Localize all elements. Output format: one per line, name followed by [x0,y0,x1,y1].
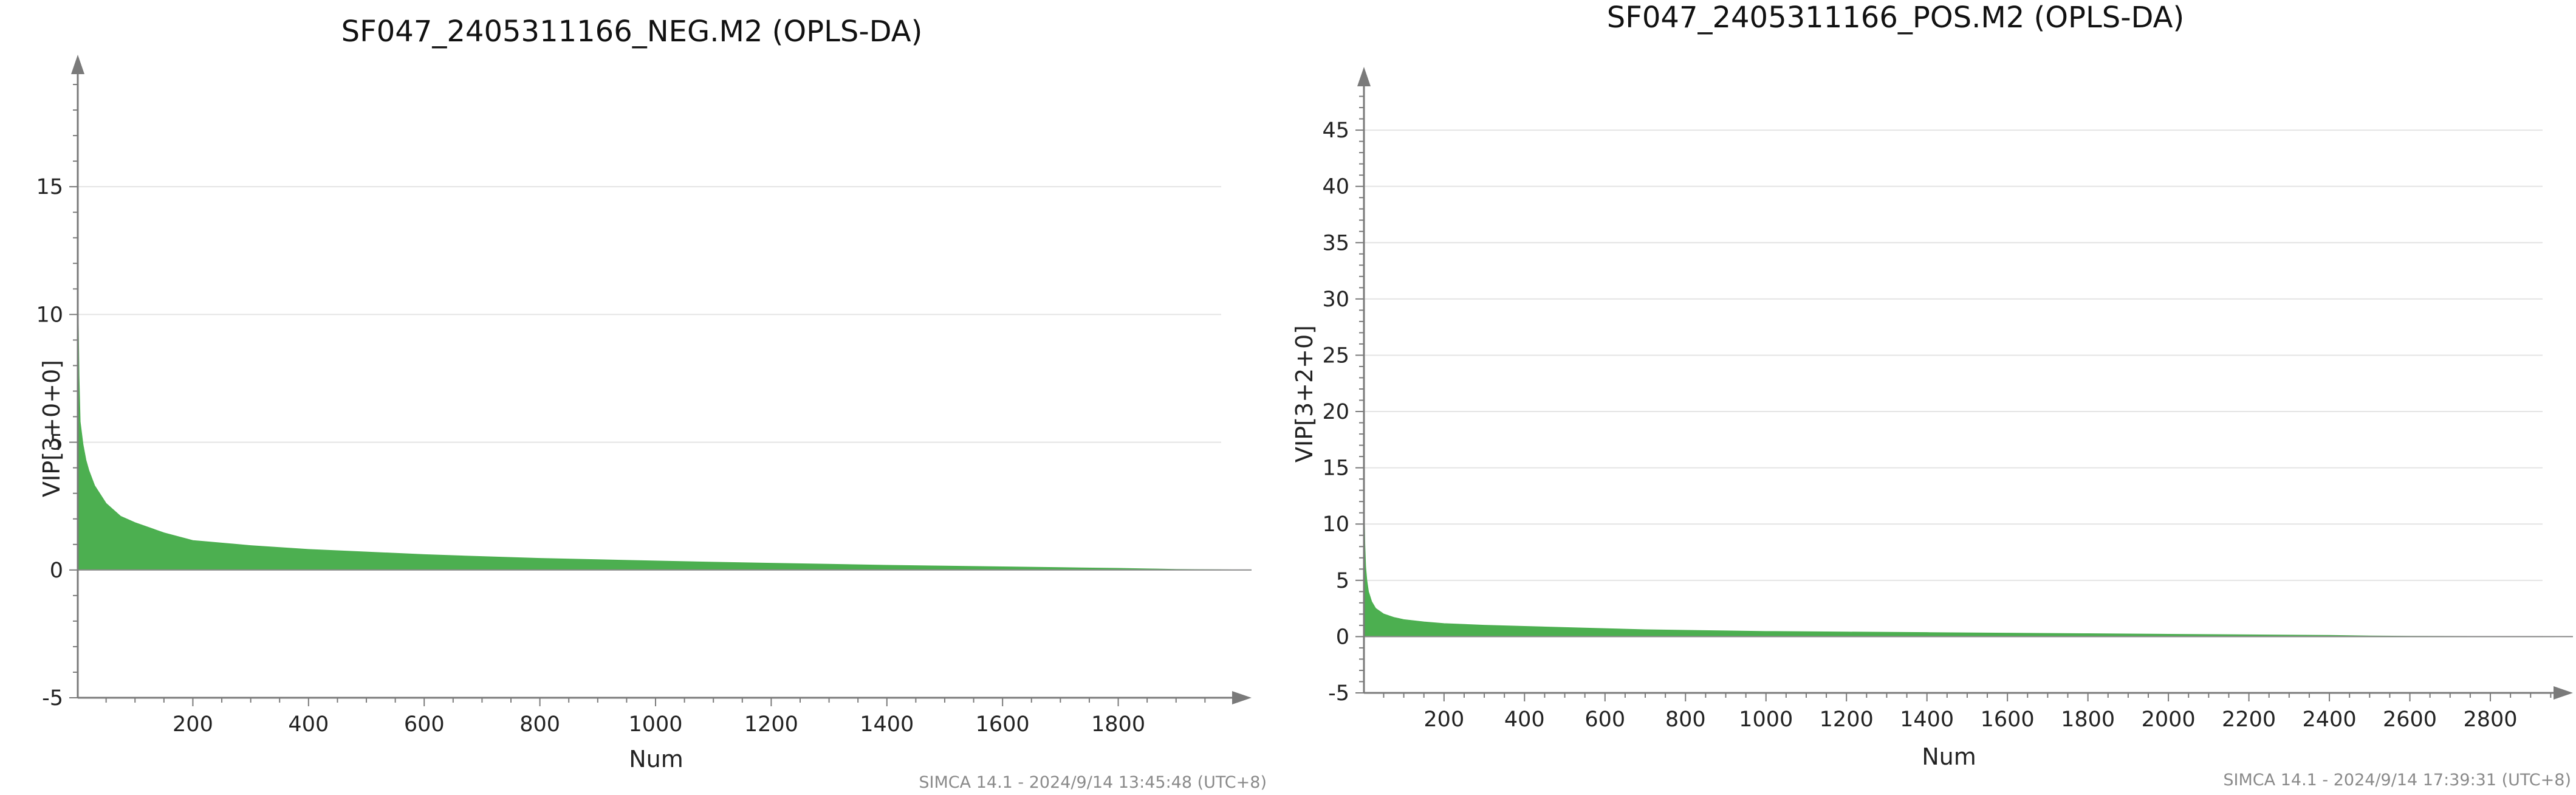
x-tick-label: 2400 [2303,707,2357,732]
x-tick-label: 2600 [2383,707,2437,732]
y-tick-labels: -5 0 5 10 15 20 25 30 35 40 45 [1322,119,1349,706]
vip-area [77,289,1234,571]
y-tick-label: 5 [1336,569,1349,593]
y-tick-label: -5 [1328,681,1349,706]
gridlines [1364,129,2543,638]
gridlines [78,186,1221,571]
vip-chart-neg: SF047_2405311166_NEG.M2 (OPLS-DA) -5 0 5 10… [36,15,1267,792]
y-tick-label: -5 [42,686,63,711]
y-tick-label: 10 [1322,512,1349,537]
x-tick-labels: 200 400 600 800 1000 1200 1400 1600 1800 [173,712,1145,737]
axes [1355,67,2573,701]
x-tick-label: 1600 [976,712,1030,737]
x-tick-label: 1000 [1739,707,1793,732]
x-tick-labels: 200 400 600 800 1000 1200 1400 1600 1800 2000 2200… [1423,707,2517,732]
x-tick-label: 200 [173,712,213,737]
y-tick-label: 30 [1322,287,1349,312]
y-tick-label: 15 [1322,456,1349,481]
chart-title: SF047_2405311166_POS.M2 (OPLS-DA) [1607,1,2184,35]
y-tick-label: 5 [50,431,63,455]
vip-area [1363,495,2555,638]
y-tick-label: 20 [1322,400,1349,424]
x-tick-label: 2000 [2142,707,2196,732]
y-tick-label: 15 [36,175,63,199]
axes [69,55,1252,706]
x-axis-label: Num [1922,743,1976,770]
x-axis-label: Num [629,746,683,773]
vip-chart-pos-svg: SF047_2405311166_POS.M2 (OPLS-DA) -5 0 5 10… [1291,1,2573,790]
x-axis-arrow [1232,691,1252,704]
x-tick-label: 1000 [628,712,682,737]
x-tick-label: 200 [1423,707,1464,732]
y-tick-label: 40 [1322,175,1349,199]
x-tick-label: 600 [1584,707,1625,732]
x-tick-label: 1800 [1091,712,1145,737]
vip-area-series [77,289,1234,571]
x-tick-label: 2800 [2463,707,2517,732]
y-axis-label: VIP[3+2+0] [1291,325,1318,463]
vip-area-series [1363,495,2555,638]
y-tick-label: 35 [1322,231,1349,255]
x-tick-label: 400 [288,712,329,737]
y-tick-label: 0 [1336,625,1349,649]
y-axis-arrow [1357,67,1371,86]
y-tick-label: 25 [1322,343,1349,368]
x-tick-label: 600 [404,712,445,737]
y-axis-arrow [71,55,84,74]
y-tick-label: 10 [36,303,63,327]
chart-title: SF047_2405311166_NEG.M2 (OPLS-DA) [341,15,923,49]
y-tick-labels: -5 0 5 10 15 [36,175,63,711]
x-axis-arrow [2554,686,2573,700]
x-tick-label: 1600 [1981,707,2035,732]
y-tick-label: 0 [50,559,63,583]
y-axis-label: VIP[3+0+0] [38,360,65,497]
x-tick-label: 800 [1665,707,1706,732]
y-tick-label: 45 [1322,119,1349,143]
x-tick-label: 1800 [2061,707,2115,732]
x-tick-label: 1200 [1820,707,1874,732]
x-tick-label: 2200 [2222,707,2276,732]
x-tick-label: 800 [519,712,560,737]
x-tick-label: 1400 [1900,707,1954,732]
vip-chart-neg-svg: SF047_2405311166_NEG.M2 (OPLS-DA) -5 0 5 10… [36,15,1267,792]
x-tick-label: 400 [1504,707,1545,732]
x-tick-label: 1400 [860,712,914,737]
x-tick-label: 1200 [744,712,798,737]
simca-footer: SIMCA 14.1 - 2024/9/14 17:39:31 (UTC+8) [2223,771,2571,790]
simca-footer: SIMCA 14.1 - 2024/9/14 13:45:48 (UTC+8) [919,773,1267,792]
vip-chart-pos: SF047_2405311166_POS.M2 (OPLS-DA) -5 0 5 10… [1288,0,2576,795]
